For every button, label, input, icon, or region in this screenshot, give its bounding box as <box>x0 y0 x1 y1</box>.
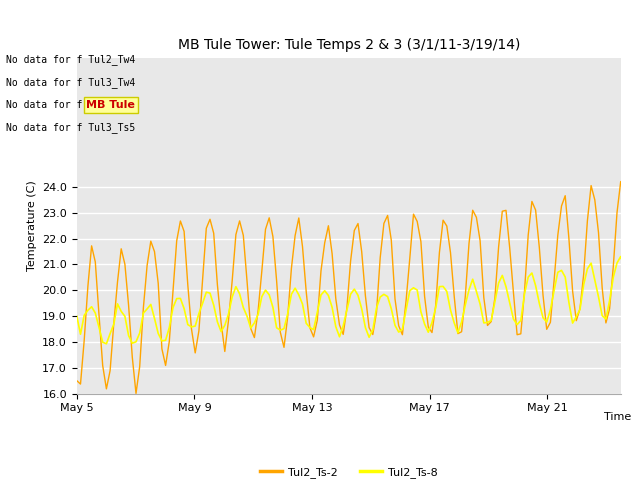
Text: MB Tule: MB Tule <box>86 100 135 110</box>
X-axis label: Time: Time <box>604 412 632 422</box>
Text: No data for f Tul2_Tw4: No data for f Tul2_Tw4 <box>6 54 136 65</box>
Text: No data for f Tul3_Ts2: No data for f Tul3_Ts2 <box>6 99 136 110</box>
Legend: Tul2_Ts-2, Tul2_Ts-8: Tul2_Ts-2, Tul2_Ts-8 <box>256 462 442 480</box>
Title: MB Tule Tower: Tule Temps 2 & 3 (3/1/11-3/19/14): MB Tule Tower: Tule Temps 2 & 3 (3/1/11-… <box>178 38 520 52</box>
Text: No data for f Tul3_Tw4: No data for f Tul3_Tw4 <box>6 77 136 88</box>
Text: No data for f Tul3_Ts5: No data for f Tul3_Ts5 <box>6 122 136 133</box>
Y-axis label: Temperature (C): Temperature (C) <box>27 180 36 271</box>
